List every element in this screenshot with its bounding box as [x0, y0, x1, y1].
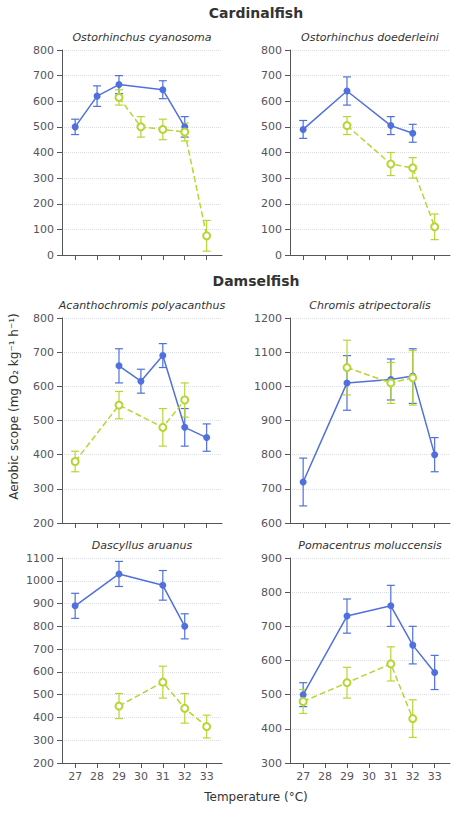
svg-text:Aerobic scope (mg O₂ kg⁻¹ h⁻¹): Aerobic scope (mg O₂ kg⁻¹ h⁻¹) [7, 313, 21, 500]
svg-text:800: 800 [33, 312, 54, 325]
svg-text:500: 500 [261, 120, 282, 133]
svg-text:Chromis atripectoralis: Chromis atripectoralis [309, 299, 431, 312]
svg-text:900: 900 [33, 597, 54, 610]
svg-text:27: 27 [296, 770, 310, 783]
svg-text:500: 500 [33, 414, 54, 427]
svg-text:1000: 1000 [254, 380, 282, 393]
svg-text:700: 700 [33, 346, 54, 359]
svg-text:31: 31 [384, 770, 398, 783]
svg-text:800: 800 [261, 586, 282, 599]
svg-text:33: 33 [200, 770, 214, 783]
svg-text:100: 100 [33, 223, 54, 236]
svg-text:30: 30 [134, 770, 148, 783]
svg-text:Dascyllus aruanus: Dascyllus aruanus [92, 539, 193, 552]
svg-text:700: 700 [33, 69, 54, 82]
svg-text:600: 600 [33, 380, 54, 393]
svg-text:400: 400 [33, 146, 54, 159]
svg-text:28: 28 [90, 770, 104, 783]
svg-text:300: 300 [261, 757, 282, 770]
svg-text:200: 200 [261, 197, 282, 210]
svg-text:Acanthochromis polyacanthus: Acanthochromis polyacanthus [58, 299, 226, 312]
svg-text:500: 500 [33, 688, 54, 701]
svg-text:1000: 1000 [26, 574, 54, 587]
svg-text:400: 400 [261, 722, 282, 735]
svg-text:28: 28 [318, 770, 332, 783]
svg-text:32: 32 [406, 770, 420, 783]
svg-text:700: 700 [261, 69, 282, 82]
svg-text:200: 200 [33, 197, 54, 210]
svg-text:600: 600 [261, 95, 282, 108]
svg-text:1200: 1200 [254, 312, 282, 325]
svg-text:31: 31 [156, 770, 170, 783]
svg-text:300: 300 [33, 734, 54, 747]
svg-text:500: 500 [261, 688, 282, 701]
svg-text:29: 29 [340, 770, 354, 783]
svg-text:Pomacentrus moluccensis: Pomacentrus moluccensis [298, 539, 442, 552]
svg-text:Temperature (°C): Temperature (°C) [203, 790, 308, 804]
svg-text:100: 100 [261, 223, 282, 236]
svg-text:32: 32 [178, 770, 192, 783]
svg-text:33: 33 [428, 770, 442, 783]
svg-text:800: 800 [33, 44, 54, 57]
svg-text:30: 30 [362, 770, 376, 783]
svg-text:300: 300 [33, 172, 54, 185]
svg-text:Ostorhinchus cyanosoma: Ostorhinchus cyanosoma [72, 31, 211, 44]
svg-text:200: 200 [33, 757, 54, 770]
svg-text:400: 400 [33, 711, 54, 724]
svg-text:400: 400 [33, 448, 54, 461]
svg-text:0: 0 [275, 249, 282, 262]
svg-text:600: 600 [261, 654, 282, 667]
svg-text:300: 300 [33, 482, 54, 495]
svg-text:900: 900 [261, 414, 282, 427]
svg-text:600: 600 [33, 665, 54, 678]
svg-text:1100: 1100 [26, 552, 54, 565]
svg-text:800: 800 [33, 620, 54, 633]
svg-text:700: 700 [261, 620, 282, 633]
svg-text:500: 500 [33, 120, 54, 133]
svg-text:700: 700 [33, 643, 54, 656]
svg-text:800: 800 [261, 448, 282, 461]
svg-text:900: 900 [261, 552, 282, 565]
svg-text:Damselfish: Damselfish [213, 273, 300, 289]
svg-text:300: 300 [261, 172, 282, 185]
svg-text:0: 0 [47, 249, 54, 262]
svg-text:400: 400 [261, 146, 282, 159]
svg-text:1100: 1100 [254, 346, 282, 359]
svg-text:200: 200 [33, 517, 54, 530]
svg-text:800: 800 [261, 44, 282, 57]
svg-text:600: 600 [261, 517, 282, 530]
svg-text:Cardinalfish: Cardinalfish [209, 5, 303, 21]
svg-text:700: 700 [261, 482, 282, 495]
svg-text:Ostorhinchus doederleini: Ostorhinchus doederleini [301, 31, 439, 44]
svg-text:600: 600 [33, 95, 54, 108]
svg-text:27: 27 [68, 770, 82, 783]
svg-text:29: 29 [112, 770, 126, 783]
